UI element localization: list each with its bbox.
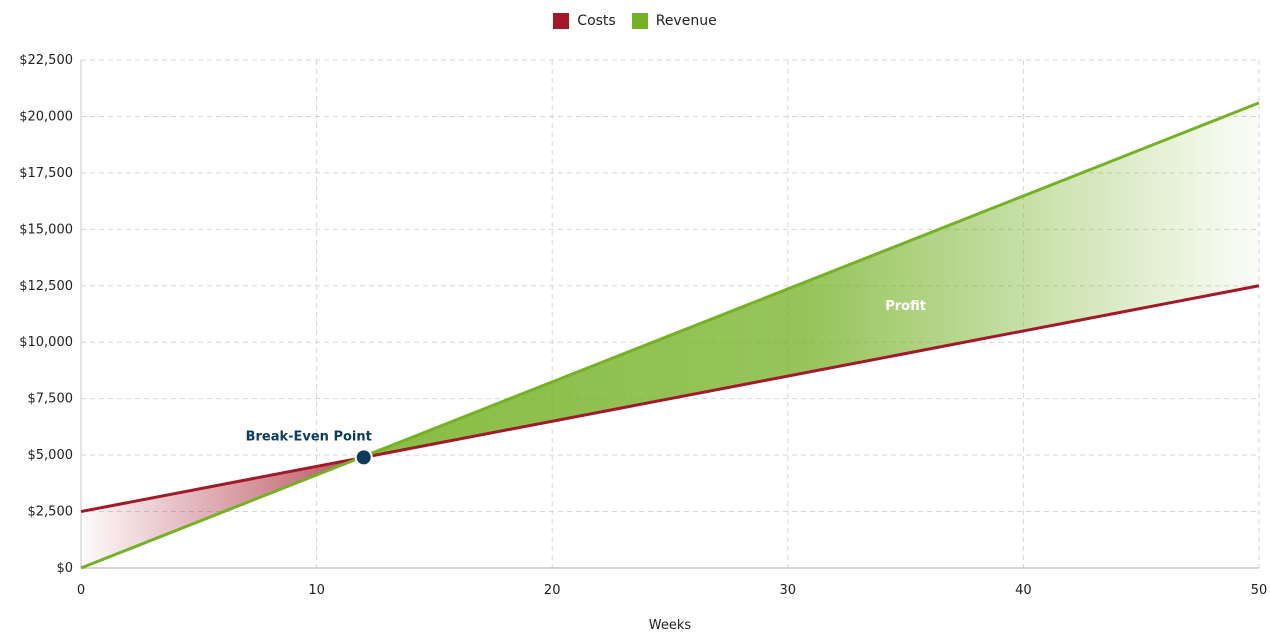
x-tick-label: 20: [544, 583, 561, 598]
y-tick-label: $22,500: [19, 53, 73, 68]
y-tick-label: $0: [56, 561, 73, 576]
tick-labels: $0 $2,500 $5,000 $7,500 $10,000 $12,500 $15,00…: [19, 53, 1267, 598]
axes: [80, 60, 1259, 569]
y-tick-label: $10,000: [19, 335, 73, 350]
costs-line: [80, 284, 1260, 514]
x-tick-label: 30: [780, 583, 797, 598]
chart-legend: Costs Revenue: [0, 13, 1270, 29]
break-even-point-label: Break-Even Point: [246, 429, 372, 444]
legend-swatch-revenue: [631, 13, 648, 29]
break-even-point-marker: [354, 448, 373, 467]
annotations: Break-Even Point Profit: [246, 299, 926, 467]
profit-label: Profit: [885, 299, 926, 314]
y-tick-label: $15,000: [19, 222, 73, 237]
y-tick-label: $7,500: [28, 392, 74, 407]
series-lines: [80, 101, 1260, 570]
x-tick-label: 50: [1251, 583, 1268, 598]
legend-swatch-costs: [553, 13, 570, 29]
x-tick-label: 10: [308, 583, 325, 598]
x-tick-label: 0: [77, 583, 85, 598]
y-tick-label: $20,000: [19, 109, 73, 124]
legend-label-revenue: Revenue: [655, 13, 717, 29]
y-tick-label: $5,000: [28, 448, 74, 463]
legend-label-costs: Costs: [577, 13, 616, 29]
revenue-line: [80, 101, 1260, 570]
y-tick-label: $2,500: [28, 505, 74, 520]
y-tick-label: $17,500: [19, 166, 73, 181]
legend-item-costs[interactable]: Costs: [553, 13, 616, 29]
legend-item-revenue[interactable]: Revenue: [631, 13, 717, 29]
x-axis-title: Weeks: [649, 618, 692, 633]
x-tick-label: 40: [1015, 583, 1032, 598]
y-tick-label: $12,500: [19, 279, 73, 294]
